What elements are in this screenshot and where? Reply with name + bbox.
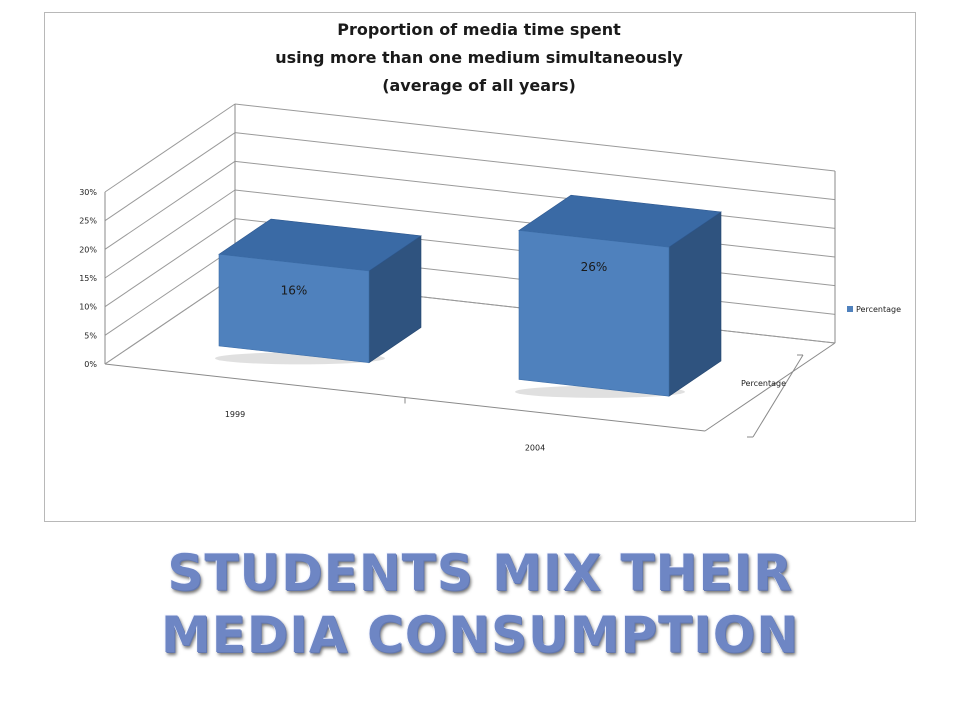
gridline-left-wall (104, 218, 236, 308)
chart-title-line: Proportion of media time spent (337, 20, 621, 39)
gridline-left-wall (104, 275, 236, 365)
chart-bars: 16% 26% (215, 194, 722, 398)
gridline-left-wall (104, 160, 236, 250)
gridline-left-wall (104, 189, 236, 279)
gridline-back-wall (234, 103, 836, 172)
depth-axis-line (752, 354, 804, 438)
depth-axis-label: Percentage (741, 379, 786, 388)
bar-front-face (518, 230, 670, 397)
y-tick-label: 30% (79, 188, 97, 197)
gridline-back-wall (234, 132, 836, 201)
bar-1999: 16% (215, 218, 422, 365)
legend: Percentage (847, 305, 901, 314)
gridline-left-wall (104, 103, 236, 193)
y-tick-label: 0% (84, 360, 97, 369)
x-tick-label: 1999 (225, 410, 245, 419)
legend-label: Percentage (856, 305, 901, 314)
legend-swatch (847, 306, 853, 312)
floor-right-edge (704, 342, 836, 432)
data-label: 16% (281, 284, 308, 298)
x-tick-label: 2004 (525, 443, 545, 452)
chart-walls (104, 103, 836, 432)
chart-title: Proportion of media time spent using mor… (275, 20, 683, 95)
gridline-back-wall (234, 160, 836, 229)
x-axis-ticks: 1999 2004 (225, 354, 804, 452)
chart-title-line: using more than one medium simultaneousl… (275, 48, 683, 67)
data-label: 26% (581, 260, 608, 274)
slide-heading-line-1: STUDENTS MIX THEIR (167, 544, 793, 602)
y-tick-label: 15% (79, 274, 97, 283)
chart-frame: Proportion of media time spent using mor… (44, 12, 916, 522)
y-tick-label: 25% (79, 217, 97, 226)
gridline-left-wall (104, 132, 236, 222)
bar-front-face (218, 253, 370, 364)
y-tick-label: 5% (84, 331, 97, 340)
chart-canvas: Proportion of media time spent using mor… (79, 20, 901, 452)
y-tick-label: 10% (79, 303, 97, 312)
gridline-left-wall (104, 246, 236, 336)
slide-heading-line-2: MEDIA CONSUMPTION (160, 606, 800, 664)
y-tick-label: 20% (79, 245, 97, 254)
y-axis-ticks: 0% 5% 10% 15% 20% 25% 30% (79, 188, 97, 369)
bar-2004: 26% (515, 194, 722, 398)
chart-title-line: (average of all years) (382, 76, 576, 95)
